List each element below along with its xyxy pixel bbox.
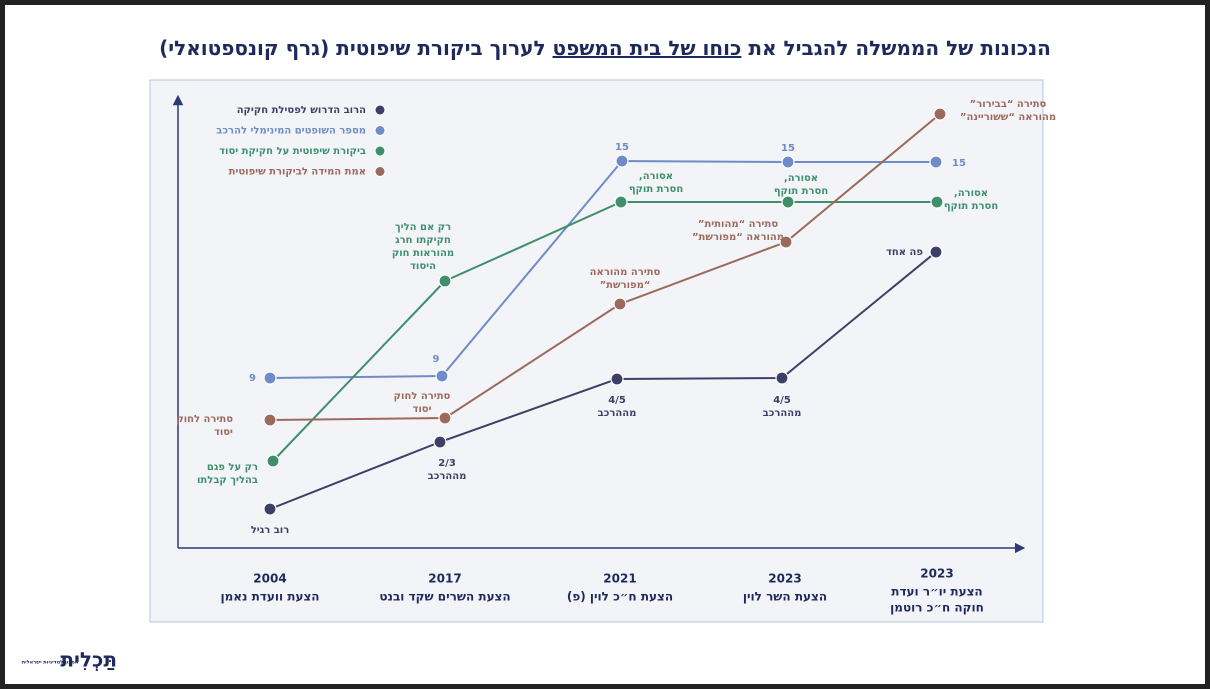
point-label: מההרכב [598,408,637,419]
point-label: חקיקתו חרג [395,235,451,246]
point [929,155,943,169]
legend-marker [374,125,386,136]
point [266,454,280,468]
point [614,195,628,209]
point [615,154,629,168]
point-label: אסורה, [639,171,673,182]
logo-name: תַּכְלִית [60,648,117,672]
point [781,195,795,209]
point-label: סתירה לחוק [176,414,233,425]
legend-label: הרוב הדרוש לפסילת חקיקה [237,105,366,116]
title-part: לערוך ביקורת שיפוטית (גרף קונספטואלי) [159,36,553,60]
point [263,413,277,427]
point [781,155,795,169]
x-category-label: הצעת וועדת נאמן [220,590,319,604]
title-part: הנכונות של הממשלה להגביל את [741,36,1051,60]
legend-label: מספר השופטים המינימלי להרכב [216,126,366,137]
point [613,297,627,311]
point-label: 15 [615,142,629,153]
x-category-label: הצעת ח״כ לוין (פ) [567,590,673,604]
point-label: היסוד [410,261,436,272]
point [610,372,624,386]
point-label: 9 [249,373,256,384]
legend-label: אמת המידה לביקורת שיפוטית [229,167,366,178]
x-category-year: 2004 [253,572,286,586]
point [438,274,452,288]
point-label: אסורה, [784,173,818,184]
point-label: בהליך קבלתו [197,475,258,486]
point-label: יסוד [412,404,431,415]
x-category-label: חוקה ח״כ רוטמן [890,601,984,615]
point-label: סתירה “בבירור” [970,99,1047,110]
point [930,195,944,209]
point-label: רק על פגם [207,462,258,473]
point [929,245,943,259]
point-label: 2/3 [438,458,456,469]
title-underlined: כוחו של בית המשפט [552,36,742,60]
x-category-year: 2017 [428,572,461,586]
logo-subtitle: המכון למדיניות ישראלית [22,660,79,666]
chart-title: הנכונות של הממשלה להגביל את כוחו של בית … [0,36,1210,60]
x-category-label: הצעת השר לוין [743,590,827,604]
point-label: יסוד [214,427,233,438]
point [263,502,277,516]
point-label: 9 [433,354,440,365]
x-category-year: 2023 [768,572,801,586]
point-label: מהוראות חוק [392,248,454,259]
point-label: אסורה, [954,188,988,199]
point-label: “מפורשת” [600,280,651,291]
legend-marker [374,104,386,116]
point-label: מההרכב [763,408,802,419]
point-label: סתירה מהוראה [590,267,661,278]
point-label: חסרת תוקף [629,184,683,195]
point-label: חסרת תוקף [944,201,998,212]
point [433,435,447,449]
x-category-label: הצעת השרים שקד ובנט [379,590,510,604]
point-label: רק אם הליך [395,222,451,233]
point [779,235,793,249]
point-label: 4/5 [608,395,626,406]
point-label: 15 [781,143,795,154]
legend-label: ביקורת שיפוטית על חקיקת יסוד [219,146,366,157]
point [435,369,449,383]
x-category-label: הצעת יו״ר ועדת [891,585,982,599]
point-label: מהוראה “ששוריינה” [960,112,1056,123]
point-label: פה אחד [886,247,923,258]
point [775,371,789,385]
point-label: מההרכב [428,471,467,482]
point-label: רוב רגיל [251,525,290,536]
point [263,371,277,385]
plot-area [149,79,1044,623]
point-label: 4/5 [773,395,791,406]
legend-marker [374,145,386,157]
x-category-year: 2021 [603,572,636,586]
point-label: סתירה “מהותית” [698,219,778,230]
point [438,411,452,425]
point-label: מהוראה “מפורשת” [692,232,784,243]
point-label: חסרת תוקף [774,186,828,197]
point-label: סתירה לחוק [394,391,451,402]
point-label: 15 [952,158,966,169]
point [933,107,947,121]
legend-marker [374,166,386,177]
x-category-year: 2023 [920,567,953,581]
chart: 2004 הצעת וועדת נאמן 2017 הצעת השרים שקד וב… [22,99,1056,672]
